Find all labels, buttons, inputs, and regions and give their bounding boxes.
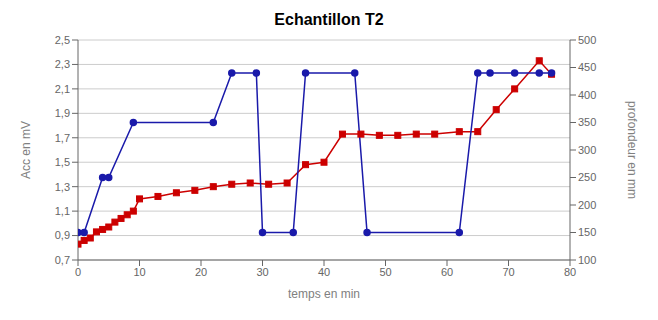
- svg-text:30: 30: [256, 266, 268, 278]
- svg-text:350: 350: [578, 116, 596, 128]
- svg-text:1,1: 1,1: [55, 205, 70, 217]
- svg-text:2,1: 2,1: [55, 83, 70, 95]
- svg-text:Acc en mV: Acc en mV: [19, 121, 33, 179]
- svg-text:2,3: 2,3: [55, 58, 70, 70]
- svg-text:50: 50: [379, 266, 391, 278]
- svg-text:450: 450: [578, 61, 596, 73]
- svg-text:0,9: 0,9: [55, 229, 70, 241]
- svg-text:2,5: 2,5: [55, 34, 70, 46]
- svg-text:100: 100: [578, 254, 596, 266]
- svg-text:10: 10: [133, 266, 145, 278]
- svg-text:200: 200: [578, 199, 596, 211]
- html-text:Echantillon T2: Echantillon T2: [274, 11, 384, 28]
- svg-text:1,7: 1,7: [55, 132, 70, 144]
- svg-text:1,5: 1,5: [55, 156, 70, 168]
- svg-text:80: 80: [564, 266, 576, 278]
- svg-text:profondeur en mm: profondeur en mm: [625, 101, 639, 199]
- svg-text:20: 20: [195, 266, 207, 278]
- svg-text:60: 60: [441, 266, 453, 278]
- svg-text:1,9: 1,9: [55, 107, 70, 119]
- svg-text:400: 400: [578, 89, 596, 101]
- svg-text:0: 0: [75, 266, 81, 278]
- svg-text:temps en min: temps en min: [288, 287, 360, 301]
- svg-text:150: 150: [578, 226, 596, 238]
- svg-text:300: 300: [578, 144, 596, 156]
- svg-text:0,7: 0,7: [55, 254, 70, 266]
- svg-text:500: 500: [578, 34, 596, 46]
- svg-text:70: 70: [502, 266, 514, 278]
- svg-text:40: 40: [318, 266, 330, 278]
- svg-text:250: 250: [578, 171, 596, 183]
- svg-text:1,3: 1,3: [55, 181, 70, 193]
